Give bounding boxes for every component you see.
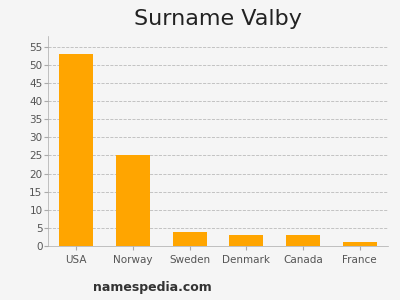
Bar xyxy=(286,235,320,246)
Bar xyxy=(173,232,207,246)
Bar xyxy=(116,155,150,246)
Title: Surname Valby: Surname Valby xyxy=(134,9,302,29)
Bar xyxy=(59,54,93,246)
Bar xyxy=(343,242,377,246)
Bar xyxy=(229,235,263,246)
Text: namespedia.com: namespedia.com xyxy=(93,281,211,294)
